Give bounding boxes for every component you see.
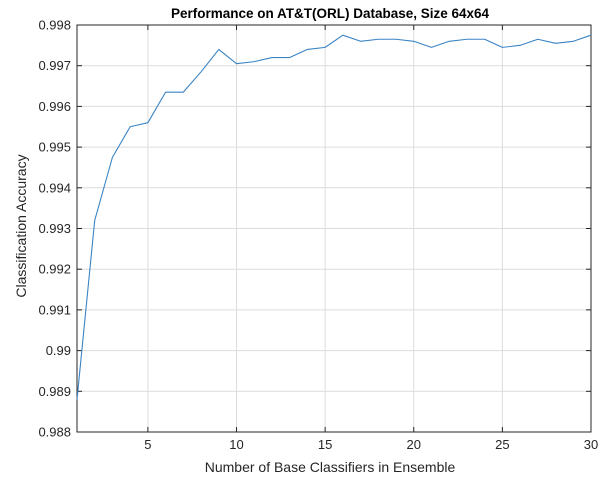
x-tick-label: 25 [495,437,509,452]
chart-title: Performance on AT&T(ORL) Database, Size … [171,6,490,21]
x-tick-label: 20 [407,437,421,452]
y-tick-label: 0.989 [38,384,71,399]
y-tick-label: 0.991 [38,302,71,317]
y-tick-label: 0.996 [38,99,71,114]
x-tick-label: 30 [584,437,598,452]
x-tick-label: 15 [318,437,332,452]
y-tick-label: 0.994 [38,180,71,195]
y-tick-label: 0.993 [38,221,71,236]
x-tick-label: 5 [144,437,151,452]
y-tick-label: 0.998 [38,18,71,33]
y-axis-label: Classification Accuracy [13,154,29,297]
x-axis-label: Number of Base Classifiers in Ensemble [205,459,456,475]
x-tick-label: 10 [229,437,243,452]
series-line [76,34,592,400]
y-tick-label: 0.995 [38,140,71,155]
y-tick-label: 0.992 [38,262,71,277]
y-tick-label: 0.99 [46,343,71,358]
y-tick-label: 0.997 [38,58,71,73]
y-tick-label: 0.988 [38,425,71,440]
